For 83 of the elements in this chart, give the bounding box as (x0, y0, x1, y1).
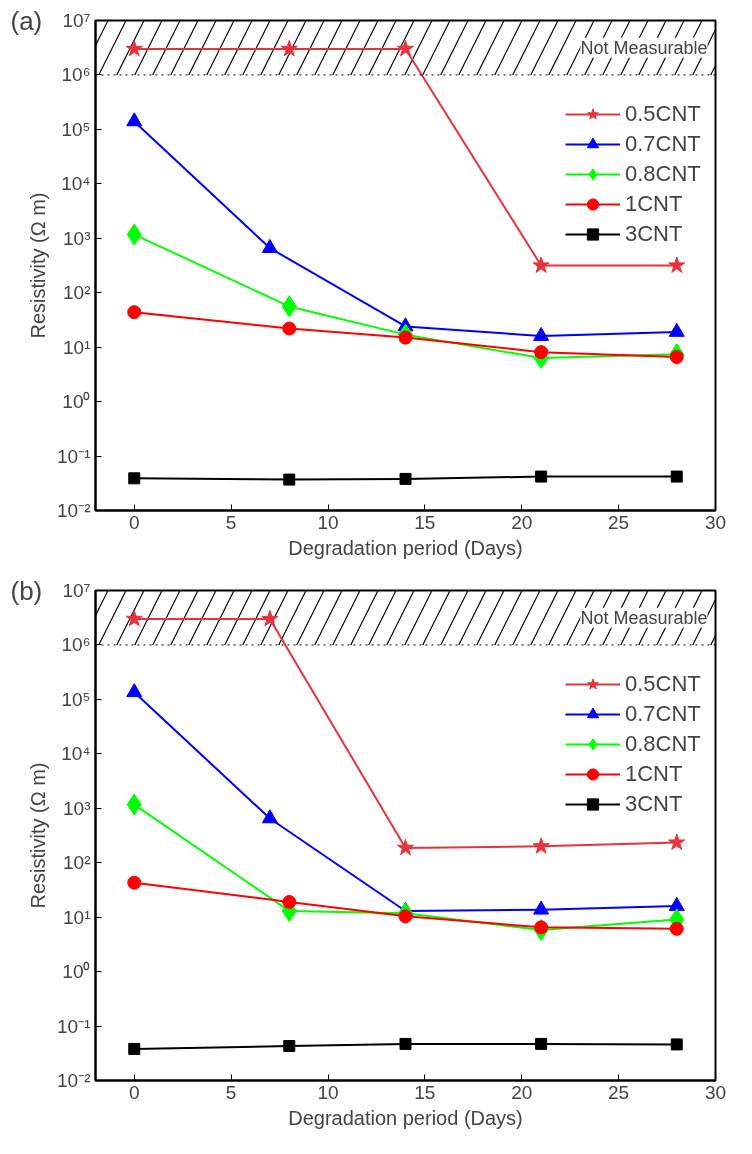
legend-label: 3CNT (625, 220, 683, 248)
x-tick-label: 25 (608, 511, 630, 533)
legend-label: 1CNT (625, 760, 683, 788)
x-axis-title: Degradation period (Days) (288, 1106, 523, 1129)
point (283, 473, 296, 486)
point (261, 609, 279, 627)
x-axis-title: Degradation period (Days) (288, 536, 523, 559)
point (535, 470, 548, 483)
point (126, 112, 143, 127)
band-label: Not Measurable (580, 37, 708, 58)
point (532, 256, 550, 273)
point (128, 1042, 141, 1055)
y-axis-title: Resistivity (Ω m) (27, 762, 50, 909)
y-tick-label: 10⁷ (62, 10, 91, 31)
point (535, 1037, 548, 1050)
x-tick-label: 30 (704, 511, 727, 533)
y-tick-label: 10² (63, 282, 91, 304)
x-tick-label: 5 (225, 1081, 237, 1103)
point (398, 909, 413, 924)
chart-title: (a) (10, 5, 43, 36)
legend-label: 0.8CNT (625, 160, 701, 188)
y-tick-label: 10⁰ (62, 961, 91, 983)
point (396, 838, 415, 856)
x-tick-label: 0 (128, 1081, 140, 1103)
legend-label: 0.5CNT (625, 100, 701, 128)
x-tick-label: 15 (414, 1081, 436, 1103)
point (533, 900, 550, 915)
y-tick-label: 10⁻² (57, 1070, 91, 1091)
point (127, 875, 142, 890)
point (283, 1040, 296, 1053)
x-tick-label: 5 (225, 511, 237, 533)
point (280, 39, 298, 57)
y-tick-label: 10⁻¹ (57, 1015, 91, 1037)
legend-label: 0.7CNT (625, 700, 701, 728)
y-tick-label: 10² (63, 852, 91, 874)
point (668, 833, 686, 850)
point (261, 809, 278, 824)
point (532, 837, 550, 854)
chart-title: (b) (10, 575, 43, 606)
y-tick-label: 10⁰ (62, 391, 91, 413)
y-axis-title: Resistivity (Ω m) (27, 192, 50, 339)
x-tick-label: 20 (511, 1081, 533, 1103)
y-tick-label: 10⁵ (61, 688, 91, 710)
y-tick-label: 10⁶ (61, 634, 91, 656)
y-tick-label: 10⁴ (61, 173, 91, 195)
point (125, 39, 143, 57)
y-tick-label: 10⁶ (61, 64, 91, 86)
point (127, 305, 142, 320)
y-tick-label: 10³ (63, 227, 91, 249)
y-tick-label: 10⁷ (62, 580, 91, 601)
point (128, 472, 141, 485)
x-tick-label: 10 (317, 1081, 339, 1103)
x-tick-label: 20 (511, 511, 533, 533)
y-tick-label: 10⁵ (61, 118, 91, 140)
y-tick-label: 10³ (63, 797, 91, 819)
legend-label: 0.7CNT (625, 130, 701, 158)
point (668, 256, 686, 273)
point (126, 683, 143, 698)
legend-label: 3CNT (625, 790, 683, 818)
x-tick-label: 10 (317, 511, 339, 533)
x-tick-label: 15 (414, 511, 436, 533)
legend-label: 1CNT (625, 190, 683, 218)
point (282, 321, 297, 336)
point (670, 470, 683, 483)
y-tick-label: 10⁻¹ (57, 445, 91, 467)
x-tick-label: 30 (704, 1081, 727, 1103)
point (125, 609, 143, 627)
y-tick-label: 10¹ (63, 336, 91, 358)
point (670, 1038, 683, 1051)
point (396, 39, 415, 57)
y-tick-label: 10⁴ (61, 743, 91, 765)
x-tick-label: 0 (128, 511, 140, 533)
band-label: Not Measurable (580, 607, 708, 628)
legend-label: 0.8CNT (625, 730, 701, 758)
x-tick-label: 25 (608, 1081, 630, 1103)
point (399, 472, 412, 485)
point (282, 895, 297, 909)
point (534, 345, 549, 360)
point (399, 1037, 412, 1050)
legend-label: 0.5CNT (625, 670, 701, 698)
point (669, 921, 684, 936)
y-tick-label: 10⁻² (57, 500, 91, 521)
y-tick-label: 10¹ (63, 906, 91, 928)
